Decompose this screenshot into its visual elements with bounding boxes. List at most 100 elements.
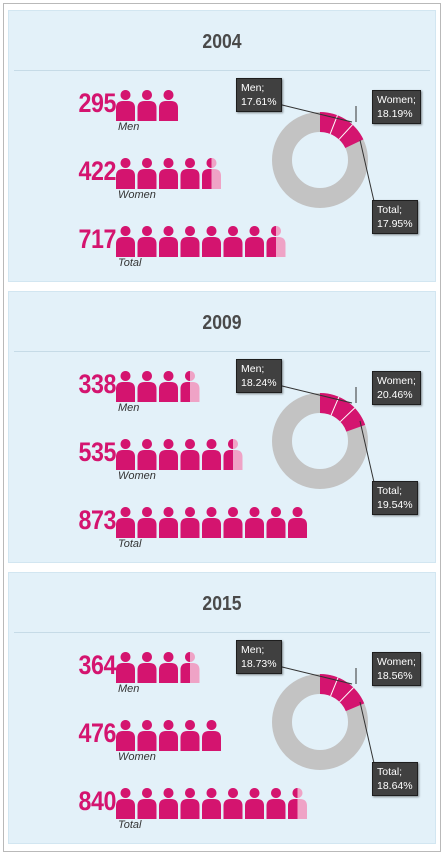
callout-women: Women; 18.19% xyxy=(372,90,421,124)
stat-row-men: 295 Men xyxy=(8,88,278,148)
person-icon xyxy=(137,158,157,189)
person-icon xyxy=(116,439,135,470)
person-icon xyxy=(180,507,200,538)
callout-name: Women; xyxy=(377,375,416,387)
person-icon xyxy=(137,226,157,257)
person-icon xyxy=(223,507,243,538)
stat-category-label: Women xyxy=(118,470,156,482)
person-icon xyxy=(159,439,178,470)
person-icon xyxy=(137,371,157,402)
person-icon xyxy=(266,507,286,538)
person-icon xyxy=(180,788,200,819)
panel-year-title: 2009 xyxy=(202,312,242,334)
panel-year-title: 2004 xyxy=(202,31,242,53)
stat-row-total: 873 Total xyxy=(8,505,307,565)
stat-category-label: Total xyxy=(118,819,142,831)
stat-category-label: Total xyxy=(118,257,142,269)
person-icon xyxy=(202,720,221,751)
person-icon xyxy=(159,90,178,121)
person-icon xyxy=(116,371,135,402)
stat-value: 840 xyxy=(78,786,117,816)
person-icon xyxy=(159,507,178,538)
person-icon xyxy=(202,439,221,470)
person-icon xyxy=(245,226,264,257)
callout-men: Men; 17.61% xyxy=(236,78,282,112)
person-icon xyxy=(137,652,157,683)
person-half-fill-icon xyxy=(202,158,212,189)
person-icon xyxy=(116,226,135,257)
panel-year-title: 2015 xyxy=(202,593,242,615)
callout-name: Women; xyxy=(377,94,416,106)
donut-share-segment xyxy=(320,674,365,712)
person-icons-group xyxy=(116,226,286,257)
callout-men: Men; 18.73% xyxy=(236,640,282,674)
stat-category-label: Women xyxy=(118,189,156,201)
stat-category-label: Women xyxy=(118,751,156,763)
callout-name: Total; xyxy=(377,766,403,778)
callout-men: Men; 18.24% xyxy=(236,359,282,393)
stat-value: 873 xyxy=(78,505,117,535)
person-icon xyxy=(137,507,157,538)
person-icon xyxy=(116,788,135,819)
person-icons-group xyxy=(116,720,221,751)
person-icon xyxy=(137,788,157,819)
callout-name: Men; xyxy=(241,82,265,94)
stat-value: 717 xyxy=(78,224,117,254)
stat-category-label: Men xyxy=(118,121,140,133)
callout-percent: 18.73% xyxy=(241,658,277,670)
person-icon xyxy=(159,788,178,819)
callout-total: Total; 19.54% xyxy=(372,481,418,515)
stat-row-women: 476 Women xyxy=(8,718,278,778)
person-icon xyxy=(266,788,286,819)
donut-chart xyxy=(272,393,368,489)
person-icon xyxy=(159,226,178,257)
person-icon xyxy=(159,720,178,751)
title-divider xyxy=(14,632,430,633)
callout-percent: 18.24% xyxy=(241,377,277,389)
stat-row-men: 338 Men xyxy=(8,369,278,429)
donut-chart xyxy=(272,674,368,770)
person-icons-group xyxy=(116,90,178,121)
person-half-fill-icon xyxy=(223,439,233,470)
person-icons-group xyxy=(116,371,200,402)
stat-value: 295 xyxy=(78,88,117,118)
person-icon xyxy=(180,158,200,189)
person-icon xyxy=(180,439,200,470)
person-icon xyxy=(137,439,157,470)
callout-name: Total; xyxy=(377,204,403,216)
person-icons-group xyxy=(116,652,200,683)
person-icon xyxy=(180,226,200,257)
person-half-fill-icon xyxy=(266,226,276,257)
stat-value: 364 xyxy=(78,650,117,680)
callout-women: Women; 18.56% xyxy=(372,652,421,686)
person-icon xyxy=(202,226,221,257)
person-icon xyxy=(137,720,157,751)
stat-row-total: 840 Total xyxy=(8,786,307,846)
person-icon xyxy=(223,788,243,819)
person-icon xyxy=(202,507,221,538)
person-icons-group xyxy=(116,507,307,538)
callout-total: Total; 18.64% xyxy=(372,762,418,796)
panel-2: 2015 364 Men 476 Women 840 Total Men; 18.73% Wome… xyxy=(8,572,436,844)
callout-name: Women; xyxy=(377,656,416,668)
callout-percent: 18.64% xyxy=(377,780,413,792)
stat-row-women: 535 Women xyxy=(8,437,278,497)
person-half-fill-icon xyxy=(180,371,190,402)
stat-row-women: 422 Women xyxy=(8,156,278,216)
title-divider xyxy=(14,70,430,71)
person-half-fill-icon xyxy=(180,652,190,683)
person-icon xyxy=(180,720,200,751)
callout-women: Women; 20.46% xyxy=(372,371,421,405)
stat-row-total: 717 Total xyxy=(8,224,286,284)
stat-category-label: Men xyxy=(118,402,140,414)
person-icon xyxy=(116,720,135,751)
stat-category-label: Men xyxy=(118,683,140,695)
person-icon xyxy=(245,507,264,538)
stat-row-men: 364 Men xyxy=(8,650,278,710)
person-icon xyxy=(288,507,307,538)
stat-value: 476 xyxy=(78,718,117,748)
person-icon xyxy=(137,90,157,121)
donut-segment-divider xyxy=(339,407,356,423)
person-icon xyxy=(116,158,135,189)
callout-percent: 20.46% xyxy=(377,389,413,401)
